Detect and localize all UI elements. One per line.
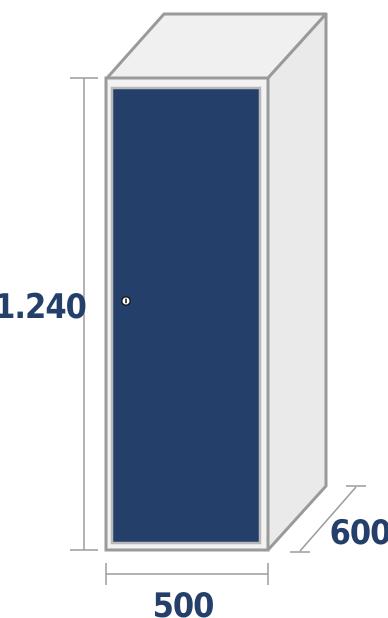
width-dimension [105, 563, 269, 585]
cabinet-door [110, 86, 262, 545]
depth-dimension-line [299, 486, 357, 552]
depth-dimension [290, 485, 366, 553]
height-label: 1.240 [0, 287, 86, 327]
height-dimension [70, 77, 98, 551]
keyhole-lock-icon [121, 296, 131, 306]
depth-label: 600 [330, 513, 388, 553]
cabinet-side-face [266, 12, 328, 552]
width-label: 500 [153, 586, 214, 618]
cabinet [104, 12, 328, 552]
